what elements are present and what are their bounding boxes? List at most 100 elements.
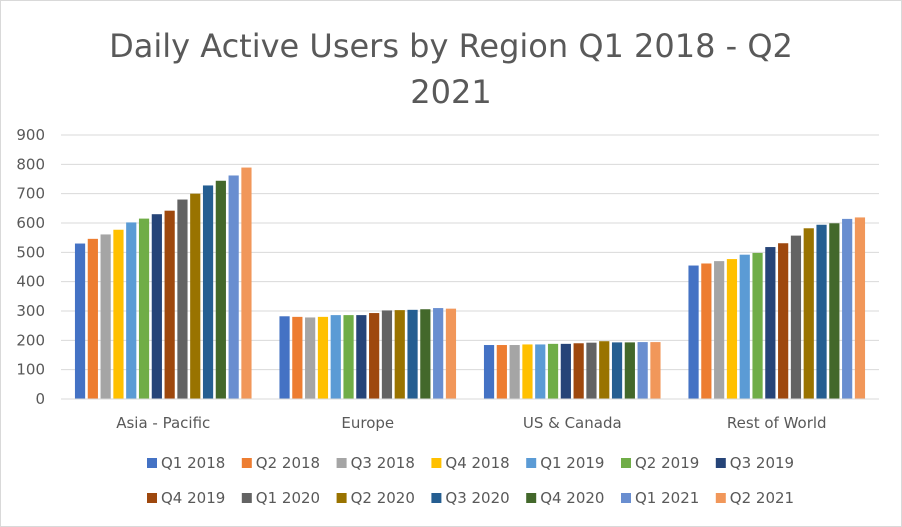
y-tick-label: 0 <box>35 390 45 408</box>
legend-label: Q4 2019 <box>161 489 225 507</box>
bar <box>573 343 584 399</box>
legend-label: Q3 2020 <box>445 489 509 507</box>
x-category-label: Asia - Pacific <box>116 414 210 432</box>
bar <box>381 310 393 399</box>
bar <box>292 316 303 399</box>
legend-swatch <box>241 458 252 468</box>
bar <box>228 175 239 399</box>
bar <box>241 167 252 399</box>
y-tick-label: 400 <box>16 273 45 291</box>
bar <box>100 234 111 399</box>
legend-swatch <box>621 458 631 468</box>
bar <box>305 317 316 399</box>
bar <box>87 238 98 399</box>
legend-swatch <box>147 458 157 468</box>
bar <box>714 261 725 399</box>
legend-swatch <box>336 493 347 503</box>
legend-swatch <box>621 493 631 503</box>
legend-label: Q4 2020 <box>540 489 604 507</box>
legend-swatch <box>431 493 442 503</box>
bar <box>445 308 457 399</box>
legend-swatch <box>526 458 537 468</box>
legend-label: Q2 2018 <box>256 454 320 472</box>
bar <box>215 180 226 399</box>
bar <box>74 243 86 399</box>
y-tick-label: 600 <box>16 214 45 232</box>
x-category-label: Europe <box>341 414 394 432</box>
bar <box>279 316 290 399</box>
bar <box>113 229 124 399</box>
bar <box>522 344 533 399</box>
legend-label: Q2 2019 <box>635 454 699 472</box>
bar <box>343 315 354 399</box>
y-tick-label: 100 <box>16 361 45 379</box>
legend-label: Q1 2020 <box>256 489 320 507</box>
bar <box>650 342 661 399</box>
bar <box>829 223 840 399</box>
legend-swatch <box>336 458 347 468</box>
bar <box>842 218 853 399</box>
x-category-label: US & Canada <box>523 414 622 432</box>
bar <box>778 243 789 399</box>
bar <box>701 263 712 399</box>
chart-title: Daily Active Users by Region Q1 2018 - Q… <box>109 27 793 111</box>
legend-swatch <box>147 493 157 503</box>
legend-label: Q1 2021 <box>635 489 699 507</box>
bar <box>765 247 776 399</box>
y-tick-label: 900 <box>16 126 45 144</box>
legend-swatch <box>431 458 442 468</box>
legend-swatch <box>241 493 252 503</box>
bar <box>317 316 329 399</box>
bar <box>560 343 571 399</box>
bar <box>535 344 546 399</box>
bar <box>369 313 380 399</box>
legend-label: Q1 2019 <box>540 454 604 472</box>
bar <box>586 342 597 399</box>
bar <box>483 345 495 399</box>
legend-swatch <box>526 493 537 503</box>
bar <box>816 224 827 399</box>
bar <box>496 345 507 399</box>
bar <box>356 315 367 399</box>
legend-label: Q2 2021 <box>730 489 794 507</box>
bar <box>547 343 559 399</box>
bar <box>164 210 175 399</box>
bar <box>420 309 431 399</box>
bar <box>611 342 623 399</box>
bar <box>407 309 418 399</box>
legend-label: Q3 2018 <box>351 454 415 472</box>
bar <box>637 342 648 399</box>
bar <box>190 193 201 399</box>
bar <box>177 199 188 399</box>
y-tick-label: 800 <box>16 155 45 173</box>
bar <box>752 252 763 399</box>
bar <box>599 341 610 399</box>
bar <box>688 265 699 399</box>
bar <box>151 214 162 399</box>
bar <box>202 185 214 399</box>
x-category-label: Rest of World <box>727 414 827 432</box>
bar <box>509 345 520 399</box>
bar <box>803 228 814 399</box>
legend-swatch <box>715 458 726 468</box>
y-tick-label: 700 <box>16 185 45 203</box>
bar <box>854 217 866 399</box>
bar <box>330 315 341 399</box>
legend-label: Q4 2018 <box>445 454 509 472</box>
legend-label: Q1 2018 <box>161 454 225 472</box>
bar <box>739 254 750 399</box>
bar <box>790 235 802 399</box>
y-tick-label: 500 <box>16 243 45 261</box>
bar <box>726 259 738 399</box>
y-tick-label: 300 <box>16 302 45 320</box>
y-tick-label: 200 <box>16 331 45 349</box>
bar <box>126 222 137 399</box>
bar <box>433 308 444 399</box>
legend-swatch <box>715 493 726 503</box>
legend-label: Q3 2019 <box>730 454 794 472</box>
bar <box>394 310 405 399</box>
bar <box>138 218 150 399</box>
legend-label: Q2 2020 <box>351 489 415 507</box>
